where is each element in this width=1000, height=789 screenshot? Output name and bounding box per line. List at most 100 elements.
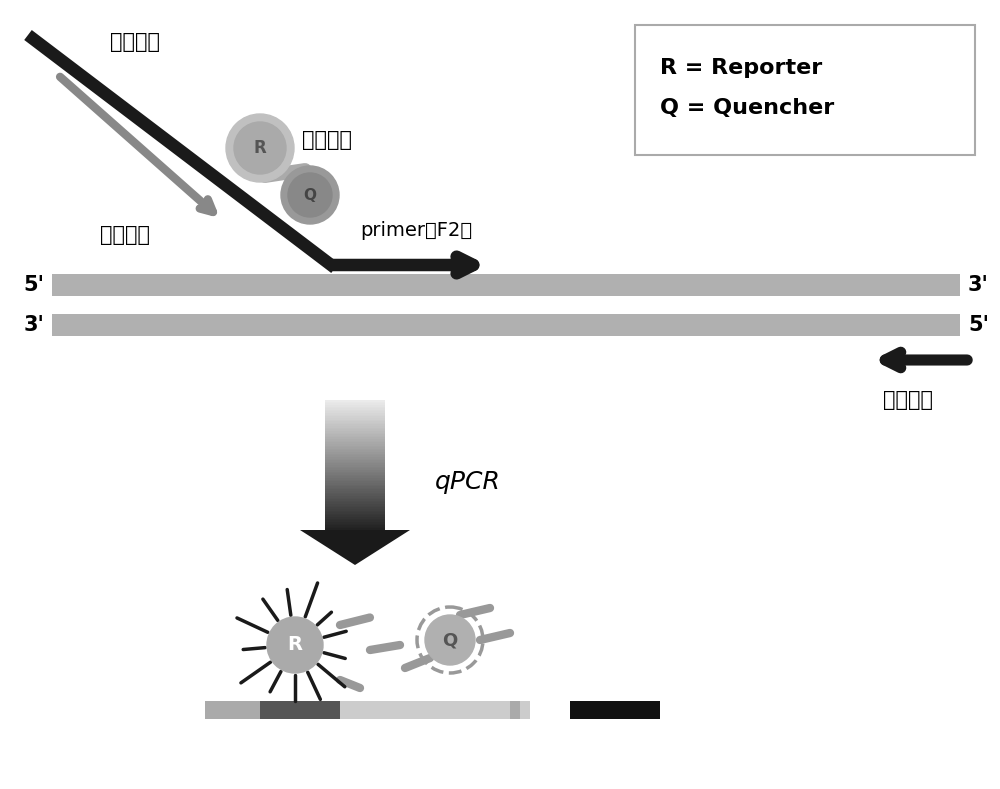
Bar: [52, 314, 960, 336]
Bar: [325, 405, 385, 406]
Bar: [325, 418, 385, 420]
Bar: [325, 492, 385, 494]
Bar: [325, 417, 385, 418]
Text: 附属引物: 附属引物: [110, 32, 160, 52]
Text: 下游引物: 下游引物: [883, 390, 933, 410]
Bar: [325, 470, 385, 472]
Bar: [325, 475, 385, 477]
Bar: [325, 454, 385, 455]
Bar: [325, 522, 385, 523]
Text: 5': 5': [23, 275, 44, 295]
Bar: [52, 274, 960, 296]
Bar: [325, 484, 385, 486]
Bar: [325, 517, 385, 518]
Text: R = Reporter: R = Reporter: [660, 58, 822, 78]
FancyBboxPatch shape: [635, 25, 975, 155]
Bar: [325, 452, 385, 454]
Bar: [325, 420, 385, 421]
Bar: [325, 449, 385, 451]
Bar: [325, 446, 385, 447]
Bar: [325, 466, 385, 468]
Polygon shape: [300, 530, 410, 565]
Bar: [205, 701, 260, 719]
Bar: [325, 403, 385, 405]
Bar: [325, 436, 385, 437]
Bar: [325, 434, 385, 436]
Bar: [325, 421, 385, 423]
Bar: [325, 494, 385, 495]
Text: 附属探针: 附属探针: [302, 130, 352, 150]
Bar: [325, 504, 385, 506]
Bar: [325, 491, 385, 492]
Bar: [325, 402, 385, 403]
Bar: [325, 457, 385, 458]
Bar: [325, 501, 385, 503]
Bar: [325, 440, 385, 443]
Text: Q = Quencher: Q = Quencher: [660, 98, 834, 118]
Bar: [325, 406, 385, 408]
Bar: [325, 431, 385, 432]
Bar: [325, 520, 385, 522]
Bar: [325, 509, 385, 510]
Bar: [325, 510, 385, 512]
Bar: [325, 514, 385, 515]
Bar: [325, 477, 385, 478]
Circle shape: [425, 615, 475, 665]
Bar: [325, 486, 385, 488]
Bar: [325, 488, 385, 489]
Text: 3': 3': [968, 275, 989, 295]
Bar: [325, 444, 385, 446]
Bar: [325, 529, 385, 530]
Bar: [325, 483, 385, 484]
Bar: [325, 481, 385, 483]
Bar: [325, 462, 385, 463]
Text: primer（F2）: primer（F2）: [360, 221, 472, 240]
Circle shape: [226, 114, 294, 182]
Bar: [325, 527, 385, 529]
Bar: [325, 506, 385, 507]
Bar: [325, 523, 385, 525]
Bar: [510, 701, 520, 719]
Bar: [325, 424, 385, 426]
Text: Q: Q: [304, 188, 316, 203]
Bar: [325, 518, 385, 520]
Bar: [340, 701, 510, 719]
Bar: [325, 468, 385, 470]
Bar: [325, 432, 385, 434]
Bar: [325, 408, 385, 409]
Bar: [325, 411, 385, 413]
Bar: [325, 413, 385, 415]
Bar: [325, 458, 385, 460]
Bar: [325, 503, 385, 504]
Text: R: R: [254, 139, 266, 157]
Bar: [325, 495, 385, 498]
Bar: [325, 451, 385, 452]
Text: Q: Q: [442, 631, 458, 649]
Circle shape: [267, 617, 323, 673]
Bar: [325, 426, 385, 428]
Text: 5': 5': [968, 315, 989, 335]
Circle shape: [281, 166, 339, 224]
Bar: [325, 443, 385, 444]
Text: 3': 3': [23, 315, 44, 335]
Bar: [325, 423, 385, 424]
Text: R: R: [288, 635, 302, 655]
Circle shape: [234, 122, 286, 174]
Bar: [325, 507, 385, 509]
Bar: [325, 525, 385, 527]
Bar: [325, 463, 385, 465]
Bar: [520, 701, 530, 719]
Bar: [325, 437, 385, 439]
Bar: [325, 472, 385, 473]
Bar: [325, 415, 385, 417]
Bar: [325, 499, 385, 501]
Bar: [325, 429, 385, 431]
Bar: [325, 400, 385, 402]
Bar: [325, 447, 385, 449]
Bar: [325, 498, 385, 499]
Bar: [325, 512, 385, 514]
Bar: [325, 428, 385, 429]
Bar: [325, 489, 385, 491]
Bar: [325, 409, 385, 411]
Text: qPCR: qPCR: [435, 470, 501, 494]
